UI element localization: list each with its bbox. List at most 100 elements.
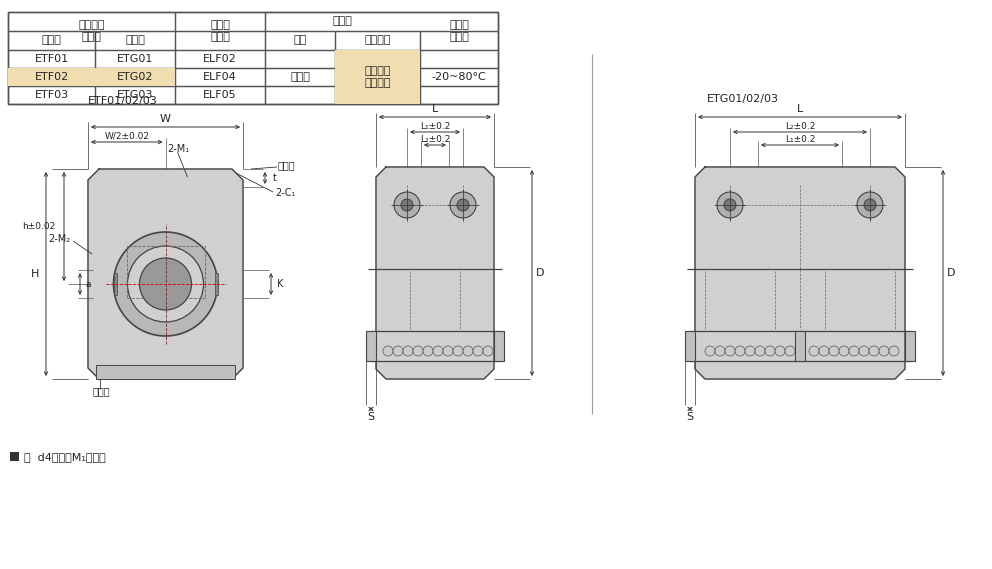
Text: 铝合金: 铝合金 [290, 72, 310, 82]
Circle shape [443, 346, 453, 356]
Text: ：  d4仅一处M₁安装孔: ： d4仅一处M₁安装孔 [24, 452, 106, 462]
Text: 2-M₁: 2-M₁ [168, 144, 189, 154]
Text: 加高方型
标准型: 加高方型 标准型 [78, 20, 105, 42]
Text: ELF05: ELF05 [203, 90, 237, 100]
Circle shape [705, 346, 715, 356]
Circle shape [735, 346, 745, 356]
Text: 固定座: 固定座 [332, 17, 352, 27]
Circle shape [785, 346, 795, 356]
Circle shape [889, 346, 899, 356]
Circle shape [765, 346, 775, 356]
Text: L₁±0.2: L₁±0.2 [420, 122, 450, 130]
Text: ETG02: ETG02 [117, 72, 153, 82]
Circle shape [725, 346, 735, 356]
Circle shape [401, 199, 413, 211]
Text: ETG03: ETG03 [117, 90, 153, 100]
Circle shape [859, 346, 869, 356]
Text: H: H [31, 269, 39, 279]
Text: S: S [367, 412, 375, 422]
Text: 2-M₂: 2-M₂ [48, 234, 70, 244]
Circle shape [383, 346, 393, 356]
Text: L₂±0.2: L₂±0.2 [420, 134, 450, 143]
Text: -20~80°C: -20~80°C [432, 72, 486, 82]
Circle shape [450, 192, 476, 218]
Polygon shape [88, 169, 243, 379]
Circle shape [857, 192, 883, 218]
Circle shape [839, 346, 849, 356]
Circle shape [717, 192, 743, 218]
Text: ETG01/02/03: ETG01/02/03 [707, 94, 779, 104]
Text: K: K [277, 279, 284, 289]
Bar [96, 365, 235, 379]
Text: h±0.02: h±0.02 [22, 222, 55, 231]
Circle shape [775, 346, 785, 356]
Text: ETF01: ETF01 [35, 54, 68, 64]
Circle shape [724, 199, 736, 211]
Text: L₁±0.2: L₁±0.2 [785, 134, 815, 143]
Circle shape [394, 192, 420, 218]
Text: 材质: 材质 [294, 35, 307, 46]
Bar [8, 12, 498, 104]
Text: 2-C₁: 2-C₁ [275, 188, 296, 198]
Text: 内置直
线轴承: 内置直 线轴承 [210, 20, 230, 42]
Text: S: S [686, 412, 693, 422]
Circle shape [879, 346, 889, 356]
Text: 本色阳极
氧化处理: 本色阳极 氧化处理 [364, 66, 391, 88]
Circle shape [140, 258, 191, 310]
Circle shape [128, 246, 203, 322]
Text: ETF03: ETF03 [35, 90, 68, 100]
Circle shape [864, 199, 876, 211]
Text: 基准面: 基准面 [278, 160, 296, 170]
Text: 单衬型: 单衬型 [42, 35, 62, 46]
Bar [214, 273, 217, 295]
Circle shape [745, 346, 755, 356]
Bar [10, 452, 19, 461]
Circle shape [473, 346, 483, 356]
Circle shape [457, 199, 469, 211]
Text: 基准面: 基准面 [93, 386, 111, 396]
Text: D: D [536, 268, 545, 278]
Bar [335, 50, 420, 104]
Circle shape [829, 346, 839, 356]
Circle shape [869, 346, 879, 356]
Circle shape [809, 346, 819, 356]
Text: L: L [432, 104, 438, 114]
Circle shape [403, 346, 413, 356]
Text: a: a [86, 279, 91, 288]
Text: ETG01: ETG01 [117, 54, 153, 64]
Bar [8, 68, 95, 86]
Bar [113, 273, 116, 295]
Text: W/2±0.02: W/2±0.02 [104, 131, 149, 141]
Circle shape [423, 346, 433, 356]
Bar [905, 331, 915, 361]
Bar [95, 68, 175, 86]
Text: ELF02: ELF02 [203, 54, 237, 64]
Polygon shape [695, 167, 905, 379]
Circle shape [413, 346, 423, 356]
Bar [127, 246, 204, 298]
Bar [685, 331, 695, 361]
Circle shape [715, 346, 725, 356]
Circle shape [755, 346, 765, 356]
Circle shape [433, 346, 443, 356]
Text: ELF04: ELF04 [203, 72, 237, 82]
Text: L: L [797, 104, 804, 114]
Circle shape [819, 346, 829, 356]
Circle shape [113, 232, 217, 336]
Polygon shape [376, 167, 494, 379]
Circle shape [849, 346, 859, 356]
Text: ETF01/02/03: ETF01/02/03 [88, 96, 158, 106]
Text: 使用环
境温度: 使用环 境温度 [449, 20, 469, 42]
Circle shape [453, 346, 463, 356]
Text: ETF02: ETF02 [35, 72, 68, 82]
Bar [795, 331, 805, 361]
Bar [366, 331, 376, 361]
Text: t: t [273, 173, 277, 183]
Circle shape [483, 346, 493, 356]
Text: 表面处理: 表面处理 [364, 35, 391, 46]
Text: W: W [160, 114, 171, 124]
Text: L₂±0.2: L₂±0.2 [785, 122, 815, 130]
Text: D: D [946, 268, 955, 278]
Bar [494, 331, 504, 361]
Text: 双衬型: 双衬型 [125, 35, 145, 46]
